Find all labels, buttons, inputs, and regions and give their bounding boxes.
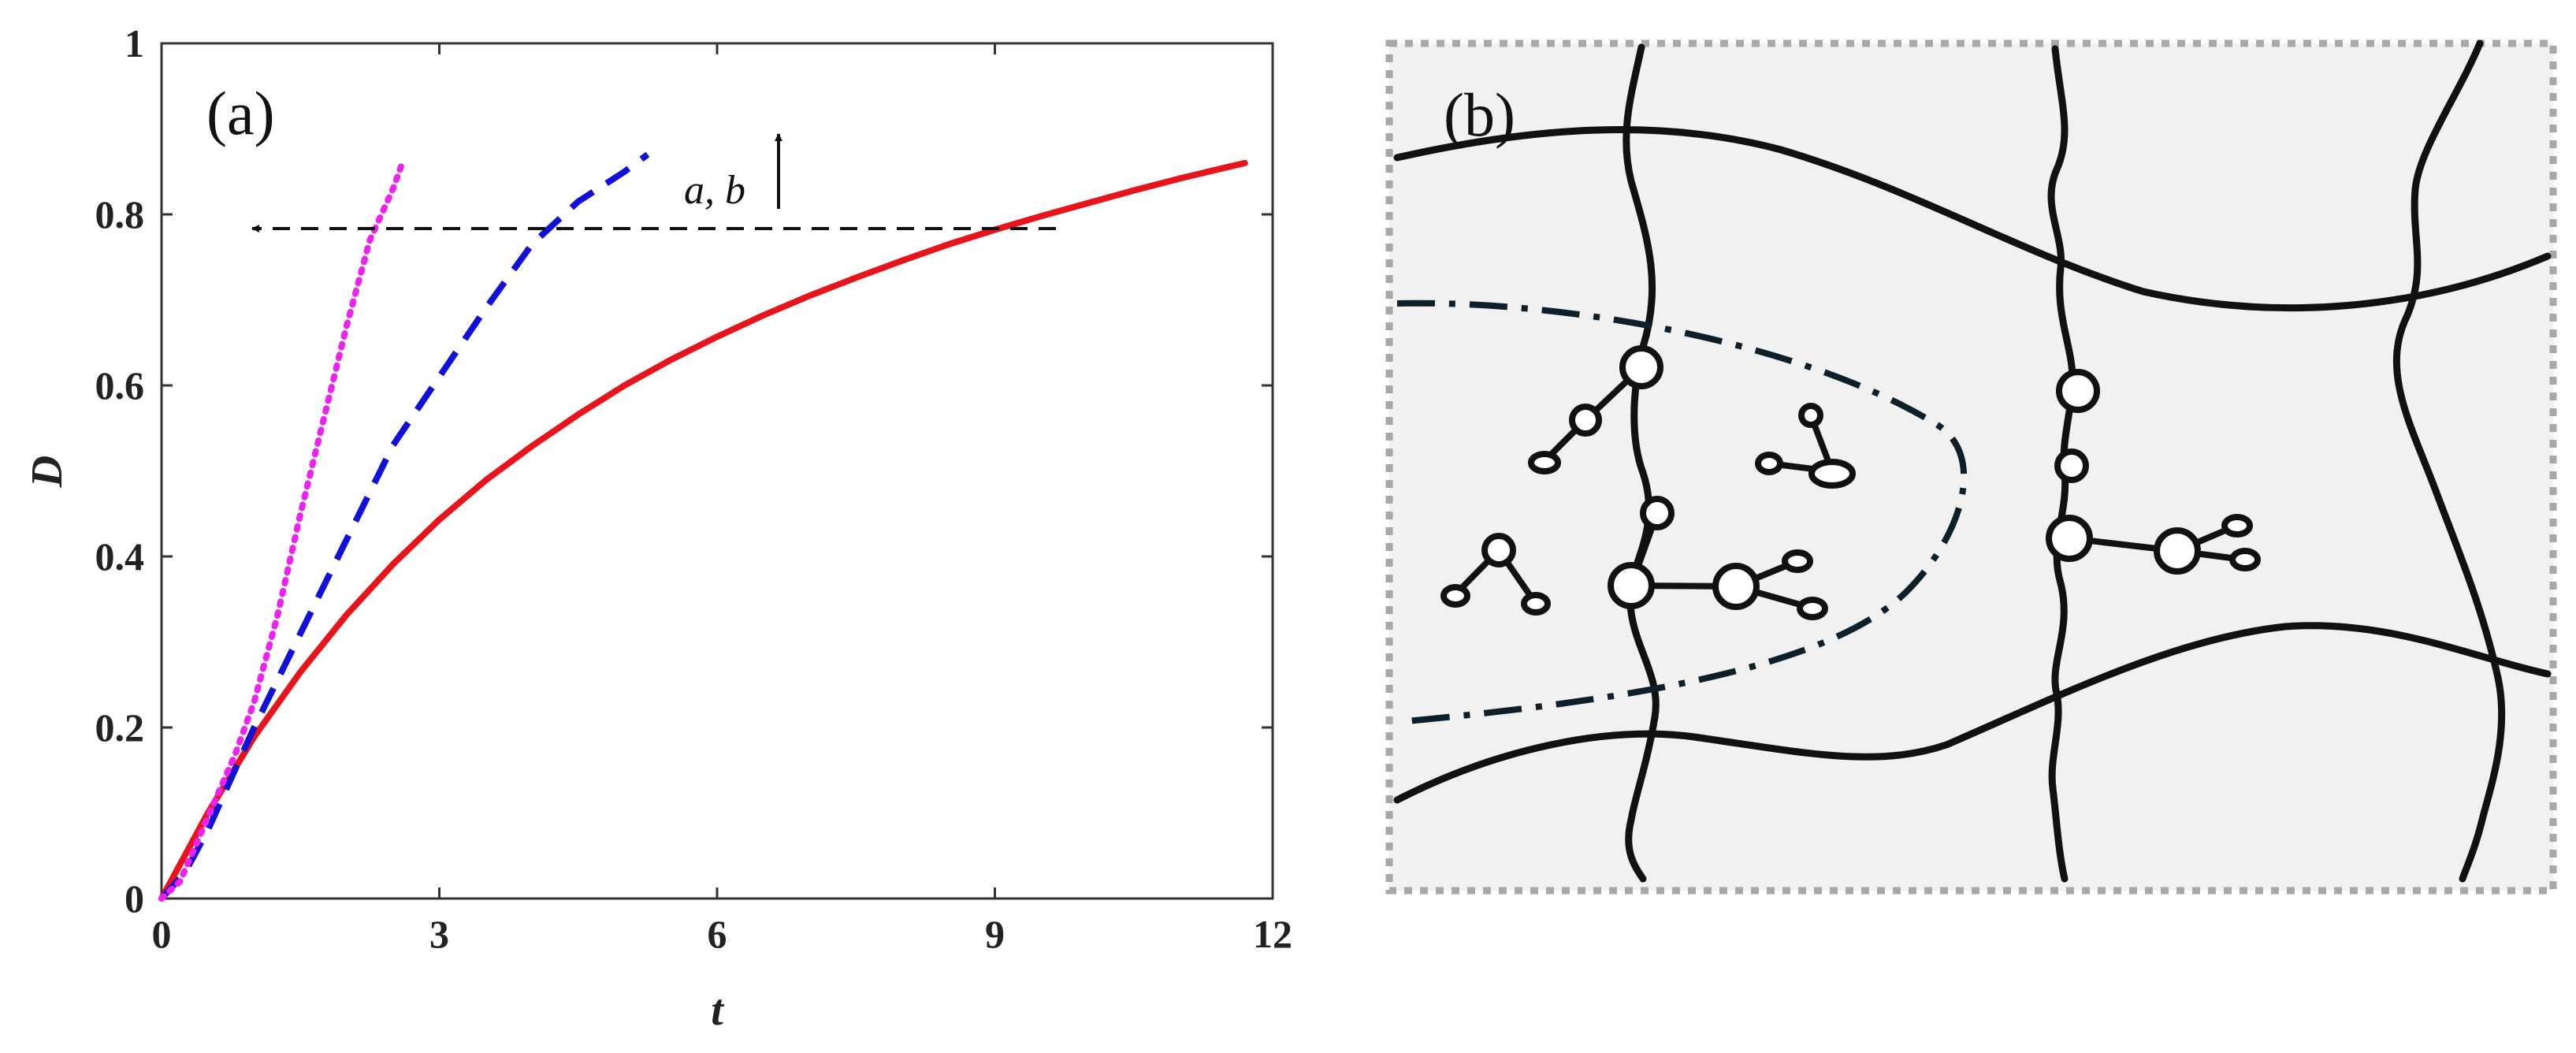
x-tick-label: 3 bbox=[429, 912, 449, 956]
diagram-frame bbox=[1385, 39, 2557, 895]
chain-horizontal-bottom bbox=[1393, 622, 2552, 804]
molecule-cluster-4 bbox=[1608, 496, 1828, 620]
axis-tick-labels: 0 3 6 9 12 0 0.2 0.4 0.6 0.8 1 bbox=[95, 21, 1293, 956]
x-tick-label: 0 bbox=[152, 912, 172, 956]
y-tick-label: 0 bbox=[125, 876, 144, 921]
molecule-cluster-2 bbox=[1755, 403, 1856, 489]
y-axis-label: D bbox=[23, 456, 72, 488]
y-tick-label: 0.4 bbox=[95, 534, 145, 579]
series-layer bbox=[158, 151, 1248, 902]
molecules bbox=[1440, 345, 2261, 620]
x-tick-label: 12 bbox=[1253, 912, 1292, 956]
y-tick-label: 0.2 bbox=[95, 705, 145, 750]
y-tick-label: 1 bbox=[125, 21, 144, 65]
panel-label-a: (a) bbox=[206, 79, 275, 147]
x-tick-label: 6 bbox=[708, 912, 727, 956]
series-line-dashed bbox=[159, 151, 650, 901]
chain-vertical-right bbox=[2392, 39, 2506, 883]
series-line-dotted bbox=[158, 159, 406, 902]
chart-panel-a: 0 3 6 9 12 0 0.2 0.4 0.6 0.8 1 (a) a, b t D bbox=[23, 21, 1292, 1035]
axis-ticks bbox=[160, 42, 1274, 900]
diagram-panel-b: (b) bbox=[1385, 39, 2557, 895]
series-line-solid bbox=[158, 159, 1248, 902]
molecule-cluster-3 bbox=[1440, 533, 1551, 616]
chain-horizontal-top bbox=[1393, 126, 2552, 312]
molecule-cluster-1 bbox=[1528, 345, 1663, 474]
x-tick-label: 9 bbox=[985, 912, 1005, 956]
arrow-annotation-label: a, b bbox=[684, 168, 745, 213]
y-tick-label: 0.8 bbox=[95, 192, 145, 236]
y-tick-label: 0.6 bbox=[95, 363, 145, 407]
molecule-cluster-5 bbox=[2046, 369, 2261, 575]
x-axis-label: t bbox=[711, 986, 724, 1035]
